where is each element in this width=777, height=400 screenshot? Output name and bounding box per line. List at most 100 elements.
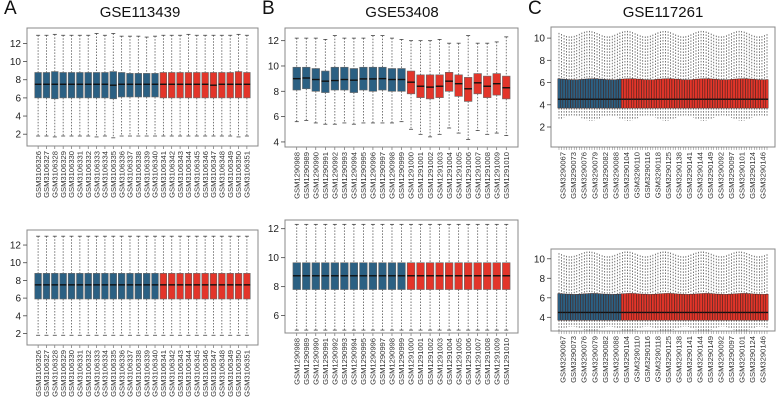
x-tick-label: GSM3290125 <box>664 336 673 383</box>
box-iqr <box>656 79 660 109</box>
x-tick-label: GSM3106350 <box>234 350 243 397</box>
box-normal <box>562 255 566 329</box>
y-tick-label: 8 <box>15 276 21 287</box>
box-disease <box>184 235 193 336</box>
box-iqr <box>615 293 619 321</box>
box-disease <box>502 36 511 137</box>
box-disease <box>692 33 695 118</box>
box-disease <box>719 256 723 327</box>
x-tick-label: GSM1290998 <box>388 338 397 385</box>
box-iqr <box>117 273 126 300</box>
box-iqr <box>603 79 607 109</box>
y-tick-label: 12 <box>10 241 22 252</box>
box-normal <box>605 36 609 116</box>
y-tick-label: 8 <box>15 75 21 86</box>
box-normal <box>349 223 358 331</box>
box-iqr <box>636 78 639 109</box>
box-disease <box>666 31 670 121</box>
box-disease <box>704 31 708 121</box>
box-disease <box>176 235 184 336</box>
box-iqr <box>168 273 176 300</box>
box-normal <box>575 255 579 328</box>
box-disease <box>763 255 766 328</box>
box-iqr <box>76 72 84 99</box>
box-iqr <box>608 294 612 321</box>
box-disease <box>730 253 733 329</box>
box-iqr <box>159 72 168 99</box>
panel-title-b: GSE53408 <box>365 4 439 21</box>
box-iqr <box>661 78 665 109</box>
x-tick-label: GSM3290149 <box>706 152 715 199</box>
box-iqr <box>570 79 574 109</box>
box-iqr <box>643 294 647 321</box>
y-tick-label: 10 <box>10 258 22 269</box>
box-iqr <box>560 78 563 109</box>
box-iqr <box>590 78 594 109</box>
box-disease <box>699 30 703 121</box>
box-iqr <box>618 79 622 109</box>
box-disease <box>671 253 675 331</box>
box-iqr <box>618 293 622 321</box>
panel-letter-a: A <box>4 0 17 19</box>
box-iqr <box>577 294 581 321</box>
box-disease <box>492 41 501 134</box>
box-disease <box>234 33 243 138</box>
box-iqr <box>580 79 584 109</box>
box-disease <box>621 252 624 331</box>
box-iqr <box>666 78 670 109</box>
x-tick-label: GSM3106347 <box>209 151 218 198</box>
x-tick-label: GSM1290992 <box>331 338 340 385</box>
box-iqr <box>717 293 721 321</box>
box-iqr <box>740 78 744 109</box>
y-tick-label: 8 <box>273 87 279 98</box>
y-tick-label: 10 <box>534 34 546 45</box>
x-tick-label: GSM3106327 <box>42 151 51 198</box>
box-iqr <box>732 293 736 321</box>
x-tick-label: GSM3290073 <box>569 152 578 199</box>
box-iqr <box>151 273 159 300</box>
box-disease <box>676 35 680 117</box>
box-iqr <box>702 78 705 109</box>
box-disease <box>659 31 662 120</box>
box-iqr <box>575 294 579 321</box>
box-normal <box>59 235 67 336</box>
box-iqr <box>59 273 67 300</box>
box-iqr <box>134 273 142 300</box>
x-tick-label: GSM3106333 <box>92 151 101 198</box>
y-tick-label: 8 <box>273 282 279 293</box>
box-iqr <box>610 294 614 321</box>
box-disease <box>735 251 738 331</box>
box-iqr <box>626 293 629 321</box>
x-tick-label: GSM1291007 <box>473 152 482 199</box>
x-tick-label: GSM1290995 <box>359 152 368 199</box>
box-disease <box>218 235 226 336</box>
box-disease <box>473 42 482 131</box>
box-iqr <box>572 79 576 109</box>
box-iqr <box>735 293 738 321</box>
box-normal <box>101 34 109 137</box>
x-tick-label: GSM1291010 <box>502 338 511 385</box>
x-tick-label: GSM3290076 <box>580 152 589 199</box>
box-iqr <box>631 78 634 109</box>
x-tick-label: GSM3106349 <box>226 151 235 198</box>
box-iqr <box>184 273 193 300</box>
box-iqr <box>722 79 726 109</box>
x-tick-label: GSM3106336 <box>117 151 126 198</box>
box-disease <box>636 254 639 330</box>
x-tick-label: GSM3290104 <box>622 152 631 199</box>
box-iqr <box>676 79 680 109</box>
box-normal <box>593 252 596 332</box>
box-normal <box>42 34 51 137</box>
box-disease <box>646 256 650 327</box>
box-iqr <box>621 78 624 109</box>
box-iqr <box>134 73 142 98</box>
x-tick-label: GSM1291004 <box>445 152 454 199</box>
x-tick-label: GSM3106335 <box>109 151 118 198</box>
x-tick-label: GSM3290144 <box>696 152 705 199</box>
y-tick-label: 6 <box>273 311 279 322</box>
box-normal <box>292 223 301 331</box>
box-disease <box>664 251 667 332</box>
box-iqr <box>659 78 662 109</box>
x-tick-label: GSM3106342 <box>167 350 176 397</box>
box-normal <box>349 37 358 125</box>
